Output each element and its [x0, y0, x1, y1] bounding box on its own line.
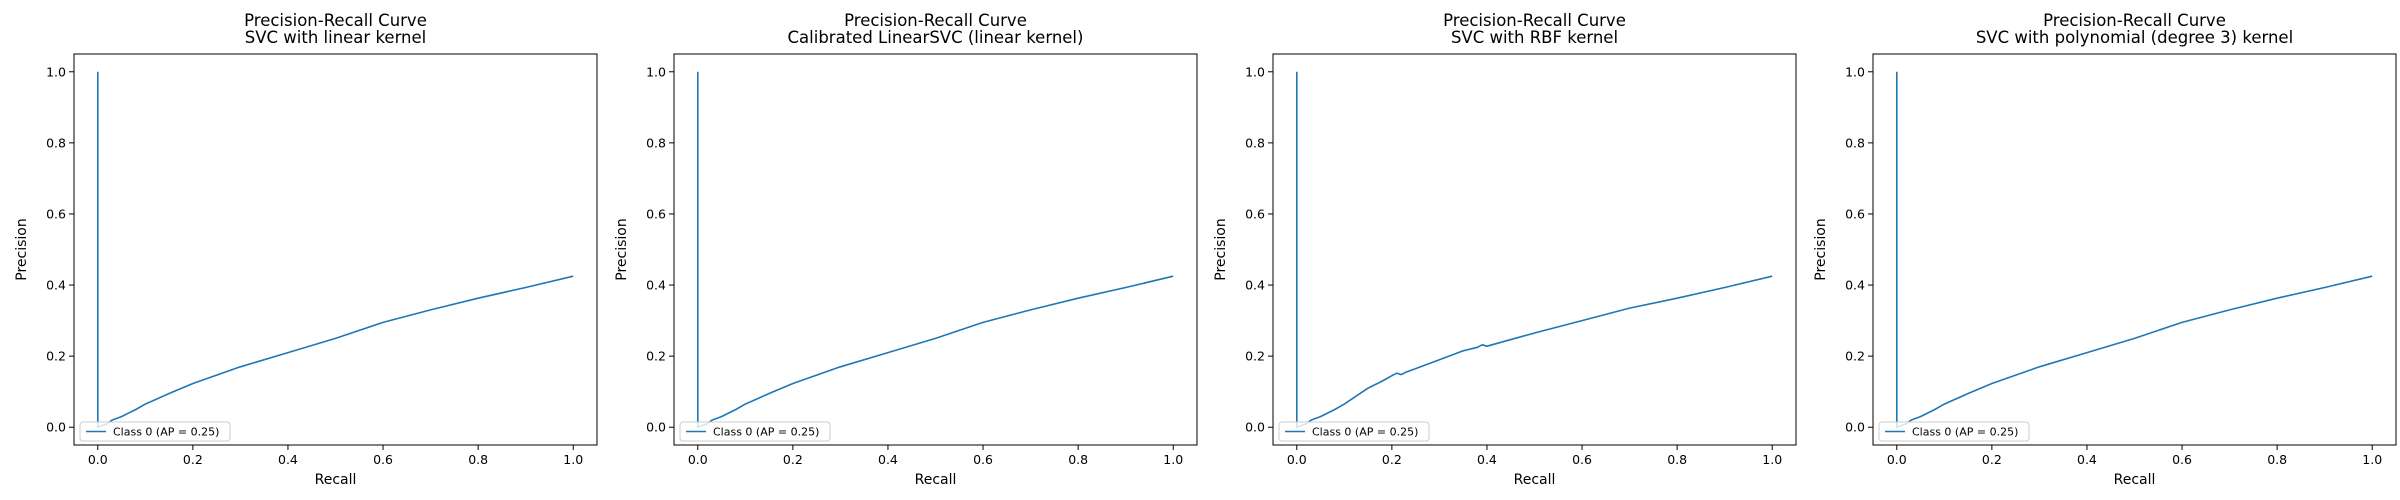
legend-box	[79, 421, 231, 442]
legend-label: Class 0 (AP = 0.25)	[713, 426, 819, 439]
chart-title: Precision-Recall Curve	[1443, 11, 1626, 30]
x-tick-label: 0.4	[2077, 452, 2097, 467]
y-axis-label: Precision	[1813, 218, 1829, 280]
y-tick-label: 0.0	[646, 420, 666, 435]
x-axis-label: Recall	[315, 472, 357, 488]
legend-label: Class 0 (AP = 0.25)	[1912, 426, 2018, 439]
x-tick-label: 1.0	[1762, 452, 1782, 467]
x-tick-label: 0.2	[183, 452, 203, 467]
x-tick-label: 1.0	[563, 452, 583, 467]
y-tick-label: 0.4	[1845, 278, 1865, 293]
x-tick-label: 0.0	[88, 452, 108, 467]
y-axis-label: Precision	[614, 218, 630, 280]
x-tick-label: 0.6	[973, 452, 993, 467]
x-tick-label: 0.4	[278, 452, 298, 467]
chart-subtitle: SVC with RBF kernel	[1451, 28, 1618, 47]
y-tick-label: 0.4	[46, 278, 66, 293]
x-tick-label: 0.8	[1068, 452, 1088, 467]
chart-subtitle: SVC with polynomial (degree 3) kernel	[1976, 28, 2293, 47]
y-tick-label: 0.0	[46, 420, 66, 435]
x-tick-label: 0.8	[468, 452, 488, 467]
chart-title: Precision-Recall Curve	[844, 11, 1027, 30]
y-tick-label: 0.2	[646, 349, 666, 364]
x-tick-label: 0.0	[1887, 452, 1907, 467]
x-tick-label: 0.0	[1287, 452, 1307, 467]
y-tick-label: 0.0	[1245, 420, 1265, 435]
x-axis-label: Recall	[2114, 472, 2156, 488]
plot-frame	[73, 53, 598, 446]
y-tick-label: 1.0	[46, 64, 66, 79]
x-tick-label: 1.0	[1163, 452, 1183, 467]
y-tick-label: 0.2	[1845, 349, 1865, 364]
y-tick-label: 1.0	[1845, 64, 1865, 79]
y-tick-label: 0.8	[646, 135, 666, 150]
x-tick-label: 0.4	[878, 452, 898, 467]
x-tick-label: 0.6	[373, 452, 393, 467]
y-tick-label: 0.8	[46, 135, 66, 150]
x-axis-label: Recall	[1514, 472, 1556, 488]
series-line	[1896, 71, 2373, 429]
x-tick-label: 0.8	[2267, 452, 2287, 467]
x-tick-label: 0.0	[688, 452, 708, 467]
legend-box	[1278, 421, 1430, 442]
y-tick-label: 0.6	[646, 206, 666, 221]
y-tick-label: 0.2	[46, 349, 66, 364]
series-line	[696, 71, 1174, 429]
chart-title: Precision-Recall Curve	[244, 11, 427, 30]
y-tick-label: 0.6	[1245, 206, 1265, 221]
x-tick-label: 0.2	[1982, 452, 2002, 467]
chart-subtitle: Calibrated LinearSVC (linear kernel)	[788, 28, 1084, 47]
x-axis-label: Recall	[915, 472, 957, 488]
y-tick-label: 1.0	[1245, 64, 1265, 79]
x-tick-label: 0.6	[1572, 452, 1592, 467]
x-tick-label: 1.0	[2362, 452, 2382, 467]
legend-box	[1878, 421, 2030, 442]
chart-title: Precision-Recall Curve	[2043, 11, 2226, 30]
y-axis-label: Precision	[1213, 218, 1229, 280]
y-tick-label: 0.2	[1245, 349, 1265, 364]
x-tick-label: 0.4	[1477, 452, 1497, 467]
legend-label: Class 0 (AP = 0.25)	[1312, 426, 1418, 439]
x-tick-label: 0.2	[1382, 452, 1402, 467]
chart-subtitle: SVC with linear kernel	[245, 28, 427, 47]
y-tick-label: 0.0	[1845, 420, 1865, 435]
x-tick-label: 0.2	[783, 452, 803, 467]
y-tick-label: 0.4	[646, 278, 666, 293]
y-tick-label: 0.6	[46, 206, 66, 221]
y-tick-label: 1.0	[646, 64, 666, 79]
x-tick-label: 0.6	[2172, 452, 2192, 467]
plot-frame	[673, 53, 1198, 446]
legend-box	[679, 421, 831, 442]
x-tick-label: 0.8	[1667, 452, 1687, 467]
y-axis-label: Precision	[14, 218, 30, 280]
y-tick-label: 0.8	[1245, 135, 1265, 150]
y-tick-label: 0.4	[1245, 278, 1265, 293]
series-line	[1296, 71, 1773, 429]
legend-label: Class 0 (AP = 0.25)	[113, 426, 219, 439]
series-line	[97, 71, 574, 429]
y-tick-label: 0.8	[1845, 135, 1865, 150]
plot-frame	[1272, 53, 1797, 446]
plot-frame	[1872, 53, 2397, 446]
y-tick-label: 0.6	[1845, 206, 1865, 221]
